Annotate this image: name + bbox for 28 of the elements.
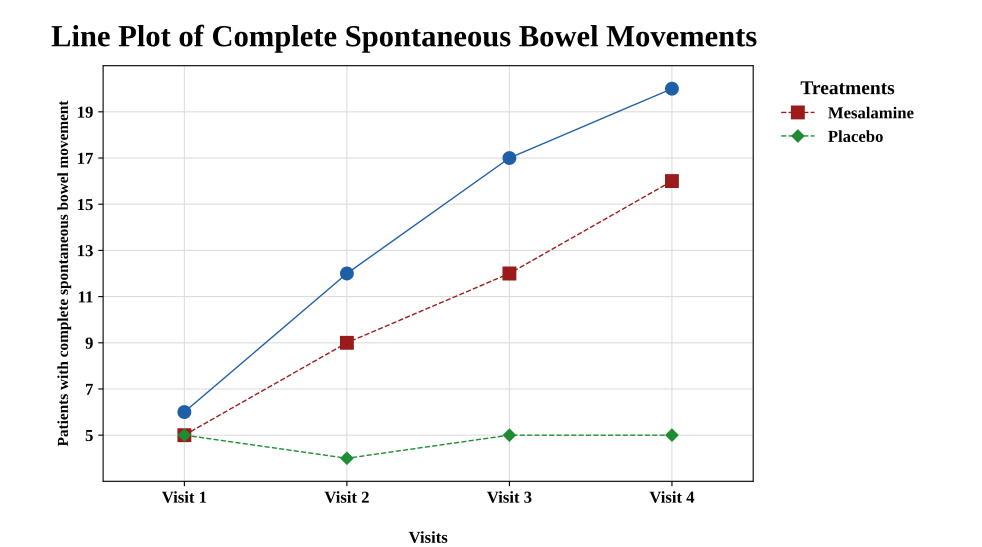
y-tick-label: 19 [78,106,93,118]
point [340,266,354,280]
point [502,428,516,442]
point [502,266,516,280]
point [665,428,679,442]
x-tick-label: Visit 1 [162,491,206,503]
y-tick-label: 17 [78,152,93,164]
y-tick-label: 7 [86,384,93,395]
legend-label: Placebo [828,130,883,142]
legend-title: Treatments [800,81,894,94]
x-tick-label: Visit 4 [650,491,694,503]
y-tick-label: 5 [86,430,93,442]
x-axis-title: Visits [408,531,448,544]
point [340,452,354,465]
x-tick-label: Visit 3 [486,491,532,503]
point [664,174,679,188]
y-axis-title: Patients with complete spontaneous bowel movement [57,100,72,446]
y-tick-label: 15 [78,198,93,210]
x-tick-label: Visit 2 [324,491,369,503]
y-tick-label: 11 [78,291,93,302]
point [664,82,679,96]
legend-label: Mesalamine [828,106,914,118]
point [502,151,516,165]
y-tick-label: 13 [78,245,93,256]
point [177,405,192,420]
chart-title: Line Plot of Complete Spontaneous Bowel Movements [52,24,756,53]
point [340,336,354,350]
y-tick-label: 9 [86,338,93,349]
